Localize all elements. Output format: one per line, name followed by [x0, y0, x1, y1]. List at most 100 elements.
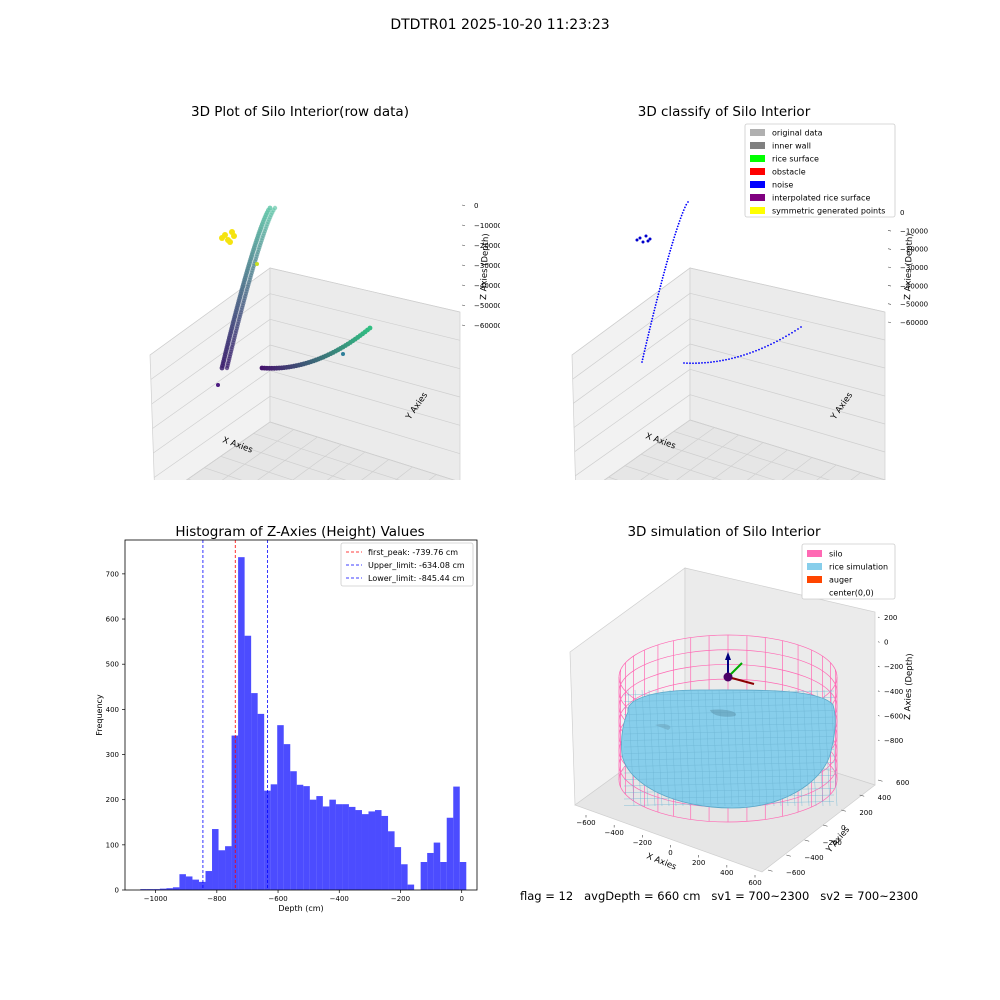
histogram-bar-25: [303, 786, 310, 890]
cls-floor-point-5: [698, 362, 700, 364]
cls-wall-point-43: [651, 317, 654, 320]
cls-floor-point-37: [794, 329, 796, 332]
raw-z-ticklabel-3: −30000: [474, 262, 500, 270]
histogram-bar-2: [153, 889, 160, 890]
cls-floor-point-3: [692, 362, 694, 365]
sim-y-tick-6: [877, 779, 883, 782]
cls-floor-point-22: [749, 352, 751, 354]
cls-wall-point-37: [655, 301, 658, 304]
raw-wall-point-69: [219, 365, 225, 371]
cls-wall-point-21: [666, 258, 669, 260]
histogram-bar-16: [244, 635, 252, 890]
histogram-bar-33: [355, 810, 362, 890]
histogram-xticklabel-5: 0: [459, 895, 463, 903]
histogram-bar-30: [335, 804, 343, 890]
histogram-yticklabel-7: 700: [106, 570, 119, 578]
simulation-legend: silo rice simulation auger center(0,0): [801, 543, 896, 600]
histogram-legend-label-2: Lower_limit: -845.44 cm: [368, 574, 465, 583]
cls-wall-point-13: [673, 236, 676, 239]
cls-floor-point-10: [713, 360, 715, 363]
cls-z-ticklabel-2: −20000: [900, 246, 928, 254]
sim-y-tick-0: [767, 869, 773, 872]
cls-wall-point-0: [687, 201, 689, 203]
sim-z-ticklabel-2: −200: [884, 663, 903, 671]
cls-wall-point-2: [684, 206, 686, 209]
raw-yellow-point-5: [231, 233, 237, 239]
cls-legend-label-6: symmetric generated points: [772, 207, 885, 216]
cls-legend-label-2: rice surface: [772, 155, 819, 164]
raw-zlabel: Z Axies (Depth): [479, 233, 491, 300]
cls-legend-swatch-4: [750, 181, 765, 188]
sim-y-ticklabel-1: −400: [804, 854, 823, 862]
sim-z-ticklabel-0: 200: [884, 614, 897, 622]
cls-wall-point-12: [674, 233, 677, 236]
histogram-bar-31: [342, 804, 349, 890]
raw-3d-plot: −20000−100000100002000030000400005000060…: [149, 202, 500, 480]
sim-z-tick-3: [877, 690, 880, 692]
cls-wall-point-17: [670, 247, 672, 250]
sim-y-tick-2: [804, 839, 810, 842]
cls-wall-point-9: [676, 225, 679, 228]
cls-floor-point-24: [755, 349, 757, 352]
cls-wall-point-40: [653, 309, 656, 312]
cls-legend-swatch-3: [750, 168, 765, 175]
cls-wall-point-38: [654, 304, 657, 306]
cls-floor-point-25: [758, 348, 760, 351]
cls-wall-point-20: [667, 255, 670, 258]
cls-wall-point-27: [662, 274, 665, 277]
sim-z-tick-5: [877, 739, 880, 742]
cls-wall-point-49: [647, 333, 650, 336]
cls-floor-point-34: [785, 335, 787, 338]
sim-y-tick-3: [822, 824, 828, 827]
sim-y-ticklabel-4: 200: [859, 809, 872, 817]
cls-floor-point-9: [710, 361, 712, 364]
histogram-bar-4: [166, 888, 173, 890]
cls-wall-point-46: [649, 325, 652, 328]
cls-wall-point-10: [675, 228, 678, 231]
sim-y-ticklabel-0: −600: [786, 869, 805, 877]
histogram-yticklabel-5: 500: [106, 661, 119, 669]
cls-wall-point-7: [678, 220, 681, 222]
cls-wall-point-39: [654, 306, 656, 309]
cls-wall-point-26: [663, 271, 666, 274]
cls-legend-swatch-1: [750, 142, 765, 149]
histogram-yticklabel-6: 600: [106, 616, 119, 624]
sim-x-ticklabel-2: −200: [633, 839, 652, 847]
histogram-title: Histogram of Z-Axies (Height) Values: [175, 524, 425, 540]
histogram-bar-6: [179, 874, 186, 890]
sim-x-ticklabel-4: 200: [692, 859, 705, 867]
raw-yellow-point-3: [219, 235, 225, 241]
cls-legend-swatch-0: [750, 129, 765, 136]
cls-wall-point-8: [677, 222, 680, 225]
sim-z-ticklabel-4: −600: [884, 712, 903, 720]
cls-wall-point-50: [646, 336, 649, 339]
cls-floor-point-36: [791, 331, 793, 334]
sim-y-tick-1: [786, 854, 791, 857]
cls-wall-point-22: [666, 260, 669, 263]
cls-floor-point-38: [797, 328, 799, 330]
cls-wall-point-57: [642, 355, 645, 358]
sim-y-tick-4: [841, 809, 846, 812]
cls-z-ticklabel-5: −50000: [900, 301, 928, 309]
cls-wall-point-36: [656, 298, 658, 301]
histogram-bar-29: [329, 799, 336, 890]
cls-wall-point-32: [658, 287, 661, 290]
histogram-bar-44: [427, 852, 434, 890]
cls-wall-point-58: [641, 358, 644, 361]
histogram-bar-12: [218, 850, 226, 890]
histogram-bar-46: [440, 862, 447, 890]
cls-wall-point-23: [665, 263, 668, 266]
cls-wall-point-14: [672, 239, 675, 241]
cls-wall-point-19: [668, 252, 671, 255]
cls-floor-point-31: [776, 340, 778, 343]
histogram-yticklabel-0: 0: [115, 887, 119, 895]
histogram-legend-label-0: first_peak: -739.76 cm: [368, 548, 458, 557]
cls-floor-point-6: [701, 362, 703, 364]
histogram-bar-34: [361, 814, 369, 890]
histogram-bar-21: [277, 725, 284, 890]
cls-floor-point-23: [752, 351, 754, 353]
raw-z-tick-3: [461, 264, 466, 267]
sim-x-ticklabel-0: −600: [576, 819, 595, 827]
cls-noise-point-5: [635, 238, 639, 242]
cls-floor-point-32: [779, 338, 781, 341]
